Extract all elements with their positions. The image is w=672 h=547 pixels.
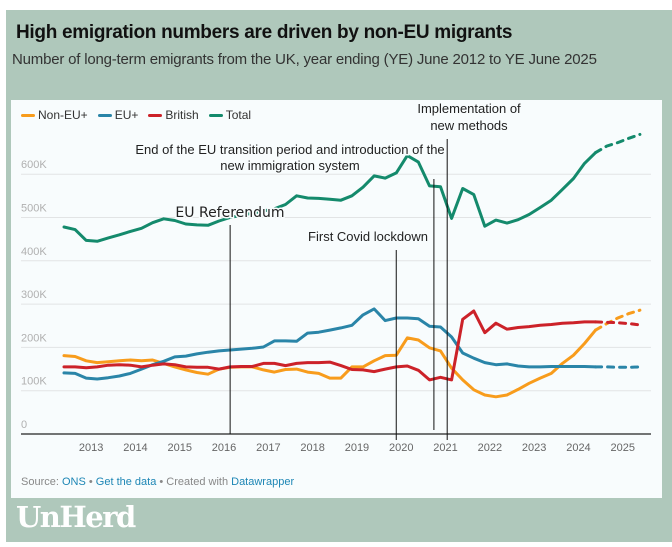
annotation-text-transition: new immigration system bbox=[220, 158, 359, 173]
source-label: Source: bbox=[21, 476, 59, 488]
x-tick-label: 2015 bbox=[168, 442, 192, 454]
x-tick-label: 2025 bbox=[611, 442, 635, 454]
x-tick-label: 2017 bbox=[256, 442, 280, 454]
y-tick-label: 600K bbox=[21, 159, 47, 171]
legend-item-total: Total bbox=[208, 108, 252, 122]
x-tick-label: 2020 bbox=[389, 442, 413, 454]
chart-panel bbox=[11, 100, 662, 498]
x-tick-label: 2018 bbox=[300, 442, 324, 454]
y-tick-label: 0 bbox=[21, 419, 27, 431]
chart-footer: Source: ONS • Get the data • Created wit… bbox=[21, 476, 294, 488]
x-tick-label: 2019 bbox=[345, 442, 369, 454]
legend-label: EU+ bbox=[114, 108, 139, 122]
y-tick-label: 300K bbox=[21, 289, 47, 301]
series-line-non_eu bbox=[62, 328, 598, 399]
source-link[interactable]: ONS bbox=[61, 476, 86, 488]
x-tick-label: 2022 bbox=[478, 442, 502, 454]
legend-item-eu: EU+ bbox=[97, 108, 139, 122]
chart-subtitle: Number of long-term emigrants from the U… bbox=[12, 51, 597, 68]
projection-line-non_eu bbox=[594, 308, 642, 332]
chart-title: High emigration numbers are driven by no… bbox=[16, 22, 513, 43]
annotation-text-new-methods: Implementation of bbox=[417, 101, 521, 116]
x-tick-label: 2023 bbox=[522, 442, 546, 454]
separator: • bbox=[85, 476, 96, 488]
x-tick-label: 2014 bbox=[123, 442, 147, 454]
y-tick-label: 400K bbox=[21, 246, 47, 258]
annotation-text-eu-referendum: EU Referendum bbox=[175, 205, 284, 221]
x-tick-label: 2013 bbox=[79, 442, 103, 454]
legend-label: Non-EU+ bbox=[38, 108, 88, 122]
created-with-text: • Created with bbox=[156, 476, 232, 488]
x-tick-label: 2016 bbox=[212, 442, 236, 454]
series-line-total bbox=[62, 151, 598, 243]
annotation-text-new-methods: new methods bbox=[430, 118, 508, 133]
legend-swatch bbox=[148, 113, 163, 117]
annotation-text-transition: End of the EU transition period and intr… bbox=[135, 142, 444, 157]
unherd-logo: UnHerd bbox=[16, 500, 136, 534]
y-tick-label: 500K bbox=[21, 203, 47, 215]
legend-label: British bbox=[165, 108, 199, 122]
series-line-eu bbox=[62, 307, 598, 381]
datawrapper-link[interactable]: Datawrapper bbox=[231, 476, 295, 488]
legend-swatch bbox=[208, 113, 223, 117]
legend-swatch bbox=[21, 113, 35, 117]
legend-item-british: British bbox=[148, 108, 199, 122]
annotation-text-covid: First Covid lockdown bbox=[308, 229, 428, 244]
projection-line-british bbox=[594, 320, 642, 327]
legend-label: Total bbox=[225, 108, 252, 122]
legend: Non-EU+ EU+ British Total bbox=[21, 108, 251, 122]
y-tick-label: 200K bbox=[21, 332, 47, 344]
series-line-british bbox=[62, 309, 598, 382]
legend-item-non-eu: Non-EU+ bbox=[21, 108, 88, 122]
get-data-link[interactable]: Get the data bbox=[95, 476, 157, 488]
legend-swatch bbox=[97, 113, 112, 117]
x-tick-label: 2021 bbox=[433, 442, 457, 454]
x-tick-label: 2024 bbox=[566, 442, 590, 454]
projection-line-total bbox=[594, 132, 642, 155]
y-tick-label: 100K bbox=[21, 376, 47, 388]
